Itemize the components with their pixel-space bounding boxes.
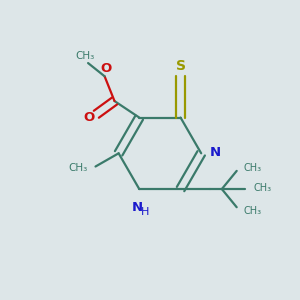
Text: CH₃: CH₃ bbox=[243, 163, 261, 172]
Text: N: N bbox=[132, 201, 143, 214]
Text: CH₃: CH₃ bbox=[75, 52, 94, 61]
Text: CH₃: CH₃ bbox=[243, 206, 261, 215]
Text: O: O bbox=[83, 111, 95, 124]
Text: H: H bbox=[141, 207, 149, 217]
Text: S: S bbox=[176, 59, 185, 74]
Text: N: N bbox=[210, 146, 221, 159]
Text: CH₃: CH₃ bbox=[68, 163, 87, 173]
Text: O: O bbox=[100, 61, 112, 74]
Text: CH₃: CH₃ bbox=[253, 183, 271, 193]
